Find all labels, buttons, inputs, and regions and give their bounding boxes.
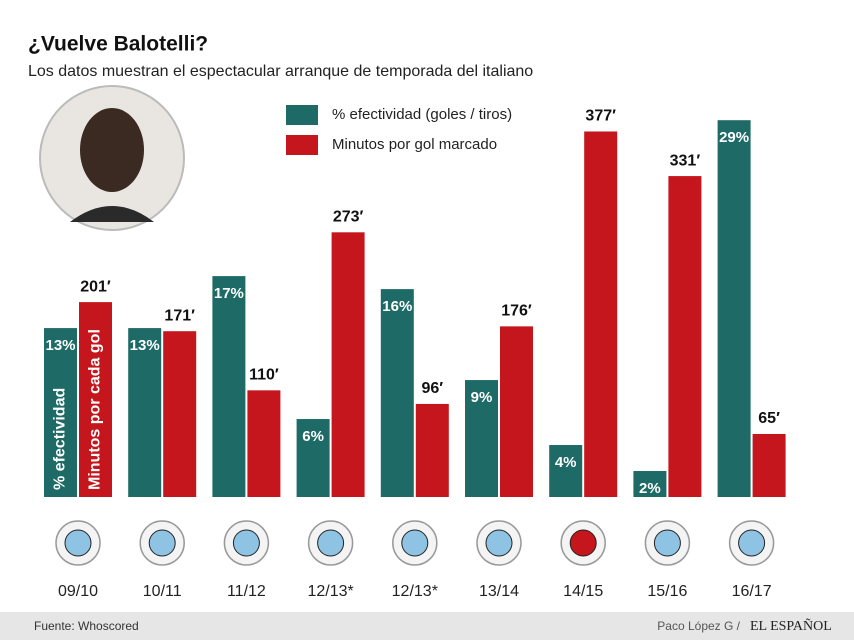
- club-logo-inner: [64, 529, 92, 557]
- club-logo-inner: [485, 529, 513, 557]
- bar: [212, 276, 246, 497]
- value-label: 17%: [214, 285, 244, 302]
- x-tick-label: 16/17: [732, 583, 772, 600]
- photo-face: [80, 108, 144, 192]
- club-logo-inner: [317, 529, 345, 557]
- club-logo-inner: [738, 529, 766, 557]
- club-logo-inner: [569, 529, 597, 557]
- value-label: 13%: [45, 337, 75, 354]
- legend-label: Minutos por gol marcado: [332, 136, 497, 153]
- value-label: 13%: [130, 337, 160, 354]
- bar: [549, 445, 583, 497]
- author: Paco López G /: [657, 619, 740, 633]
- value-label: 201′: [80, 278, 111, 295]
- player-photo: [39, 85, 185, 231]
- bar: [465, 380, 498, 497]
- bar: [415, 403, 449, 497]
- photo-shirt: [70, 206, 154, 222]
- x-tick-label: 09/10: [58, 583, 98, 600]
- bar: [752, 433, 786, 497]
- bar: [44, 328, 77, 497]
- bar: [296, 419, 330, 497]
- value-label: 96′: [421, 380, 443, 397]
- bar: [331, 232, 365, 497]
- chart-subtitle: Los datos muestran el espectacular arran…: [28, 63, 533, 80]
- legend-swatch: [286, 105, 318, 125]
- brand: EL ESPAÑOL: [750, 618, 832, 634]
- value-label: 273′: [333, 209, 364, 226]
- value-label: 171′: [164, 307, 195, 324]
- annotation: % efectividad: [52, 388, 69, 490]
- value-label: 110′: [249, 367, 279, 384]
- value-label: 331′: [670, 152, 701, 169]
- chart-title: ¿Vuelve Balotelli?: [28, 33, 208, 56]
- club-logo-inner: [148, 529, 176, 557]
- bar: [633, 471, 667, 497]
- value-label: 4%: [555, 454, 577, 471]
- legend-label: % efectividad (goles / tiros): [332, 106, 512, 123]
- source: Fuente: Whoscored: [34, 619, 139, 633]
- club-logo-inner: [653, 529, 681, 557]
- value-label: 65′: [758, 410, 780, 427]
- bar: [247, 390, 281, 497]
- legend-swatch: [286, 135, 318, 155]
- x-tick-label: 11/12: [227, 583, 266, 600]
- bar: [584, 131, 618, 497]
- club-logo-inner: [401, 529, 429, 557]
- x-tick-label: 13/14: [479, 583, 519, 600]
- x-tick-label: 14/15: [563, 583, 603, 600]
- bar: [668, 176, 702, 497]
- club-logo-inner: [232, 529, 260, 557]
- value-label: 16%: [382, 298, 412, 315]
- bar: [500, 326, 533, 497]
- footer-band: [0, 612, 854, 640]
- x-tick-label: 12/13*: [392, 583, 438, 600]
- bar: [128, 328, 162, 497]
- x-tick-label: 15/16: [647, 583, 687, 600]
- x-tick-label: 12/13*: [307, 583, 353, 600]
- value-label: 6%: [302, 428, 324, 445]
- bar: [79, 302, 112, 497]
- value-label: 176′: [501, 303, 532, 320]
- value-label: 2%: [639, 480, 661, 497]
- x-tick-label: 10/11: [143, 583, 182, 600]
- bar: [163, 331, 197, 497]
- value-label: 29%: [719, 129, 749, 146]
- value-label: 377′: [585, 108, 616, 125]
- bar: [717, 120, 751, 498]
- annotation: Minutos por cada gol: [87, 329, 104, 490]
- bar: [380, 289, 414, 497]
- value-label: 9%: [471, 389, 493, 406]
